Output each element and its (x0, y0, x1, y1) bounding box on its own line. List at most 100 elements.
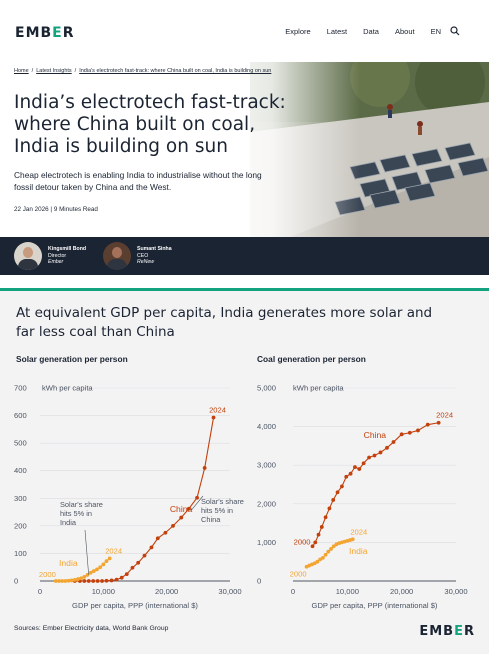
data-point-china (179, 515, 184, 520)
nav-latest[interactable]: Latest (326, 27, 348, 36)
data-point-china (399, 432, 404, 437)
data-point-india (320, 555, 325, 560)
site-header: EMBER Explore Latest Data About EN (0, 0, 489, 62)
breadcrumb: Home / Latest Insights / India's electro… (14, 68, 271, 74)
breadcrumb-home[interactable]: Home (14, 68, 29, 74)
data-point-china (353, 465, 357, 470)
nav-about[interactable]: About (394, 27, 415, 36)
x-tick-label: 0 (291, 587, 295, 596)
data-point-india (323, 552, 328, 557)
data-point-china (149, 545, 154, 550)
subtitle-line: Cheap electrotech is enabling India to i… (14, 170, 262, 180)
data-point-china (310, 544, 315, 549)
data-point-china (186, 506, 191, 511)
y-tick-label: 500 (14, 439, 27, 448)
section-divider (0, 288, 489, 291)
data-point-china (195, 495, 199, 500)
data-point-china (119, 575, 124, 580)
y-tick-label: 0 (257, 577, 261, 586)
author-role: Director (48, 252, 67, 259)
x-tick-label: 30,000 (218, 587, 241, 596)
hero-fade (200, 62, 360, 237)
data-point-china (340, 484, 344, 489)
ember-logo[interactable]: EMBER (15, 25, 75, 41)
author-name: Sumant Sinha (137, 246, 172, 253)
end-year-label: 2024 (350, 527, 367, 536)
figure-title-line: far less coal than China (16, 324, 175, 340)
y-tick-label: 100 (14, 549, 27, 558)
data-point-china (104, 578, 109, 583)
page-title: India’s electrotech fast-track: where Ch… (14, 92, 334, 158)
data-point-china (202, 466, 207, 470)
data-point-china (416, 428, 420, 433)
author-card[interactable]: Sumant Sinha CEO ReNew (103, 242, 172, 270)
publish-date: 22 Jan 2026 (14, 206, 49, 213)
search-icon[interactable] (450, 26, 460, 36)
annotation-text: China (201, 515, 221, 524)
nav-language[interactable]: EN (430, 27, 441, 36)
end-year-label: 2024 (436, 411, 453, 420)
avatar (103, 242, 131, 270)
series-label-china: China (364, 430, 387, 440)
x-tick-label: 20,000 (390, 587, 413, 596)
y-tick-label: 2,000 (257, 499, 276, 508)
data-point-india (350, 537, 355, 542)
data-point-india (91, 569, 96, 573)
author-name: Kingsmill Bond (48, 246, 87, 253)
nav-explore[interactable]: Explore (285, 27, 311, 36)
series-line-china (312, 422, 439, 547)
annotation-arrow (84, 529, 89, 575)
data-point-china (155, 536, 160, 541)
y-tick-label: 1,000 (257, 538, 276, 547)
article-hero: Home / Latest Insights / India's electro… (0, 62, 489, 237)
nav-data[interactable]: Data (363, 27, 379, 36)
data-point-india (53, 579, 58, 583)
x-tick-label: 30,000 (444, 587, 467, 596)
start-year-label: 2000 (290, 570, 307, 579)
data-point-india (76, 577, 80, 581)
data-point-china (331, 498, 336, 502)
data-point-china (425, 422, 430, 427)
series-label-india: India (349, 546, 368, 556)
data-point-india (98, 565, 103, 570)
data-point-india (69, 578, 74, 583)
y-axis-label: kWh per capita (293, 384, 344, 393)
page-title-line: India’s electrotech fast-track: (14, 92, 286, 113)
author-card[interactable]: Kingsmill Bond Director Ember (14, 242, 86, 270)
data-point-china (327, 506, 332, 511)
x-axis-label: GDP per capita, PPP (international $) (312, 601, 438, 610)
data-point-india (82, 574, 87, 579)
data-point-india (95, 567, 99, 572)
x-tick-label: 0 (38, 587, 42, 596)
data-point-india (88, 570, 93, 575)
breadcrumb-current[interactable]: India's electrotech fast-track: where Ch… (79, 68, 272, 74)
data-point-india (107, 556, 112, 561)
data-point-china (361, 461, 366, 466)
article-meta: 22 Jan 2026 | 9 Minutes Read (14, 206, 98, 213)
data-point-china (391, 440, 396, 444)
figure-source: Sources: Ember Electricity data, World B… (14, 625, 169, 632)
start-year-label: 2000 (294, 537, 311, 546)
data-point-china (335, 490, 340, 495)
x-axis-label: GDP per capita, PPP (international $) (72, 601, 198, 610)
x-tick-label: 20,000 (155, 587, 178, 596)
solar-chart: 0 100 200 300 400 500 600 700 kWh per capita 0 10,… (14, 384, 244, 611)
data-point-india (66, 578, 71, 583)
data-point-china (316, 532, 321, 537)
data-point-india (326, 549, 331, 554)
y-tick-label: 0 (14, 577, 18, 586)
series-label-india: India (59, 558, 78, 568)
data-point-china (114, 577, 119, 582)
data-point-china (163, 530, 168, 535)
breadcrumb-latest-insights[interactable]: Latest Insights (36, 68, 72, 74)
annotation-text: India (60, 518, 77, 527)
read-time: 9 Minutes Read (53, 206, 98, 213)
annotation-text: Solar's share (201, 497, 244, 506)
data-point-india (57, 579, 61, 583)
y-tick-label: 4,000 (257, 422, 276, 431)
breadcrumb-separator: / (74, 68, 77, 74)
data-point-china (109, 578, 114, 583)
ember-footer-logo: EMBER (419, 624, 475, 639)
data-point-china (142, 553, 147, 558)
data-point-china (344, 474, 349, 479)
